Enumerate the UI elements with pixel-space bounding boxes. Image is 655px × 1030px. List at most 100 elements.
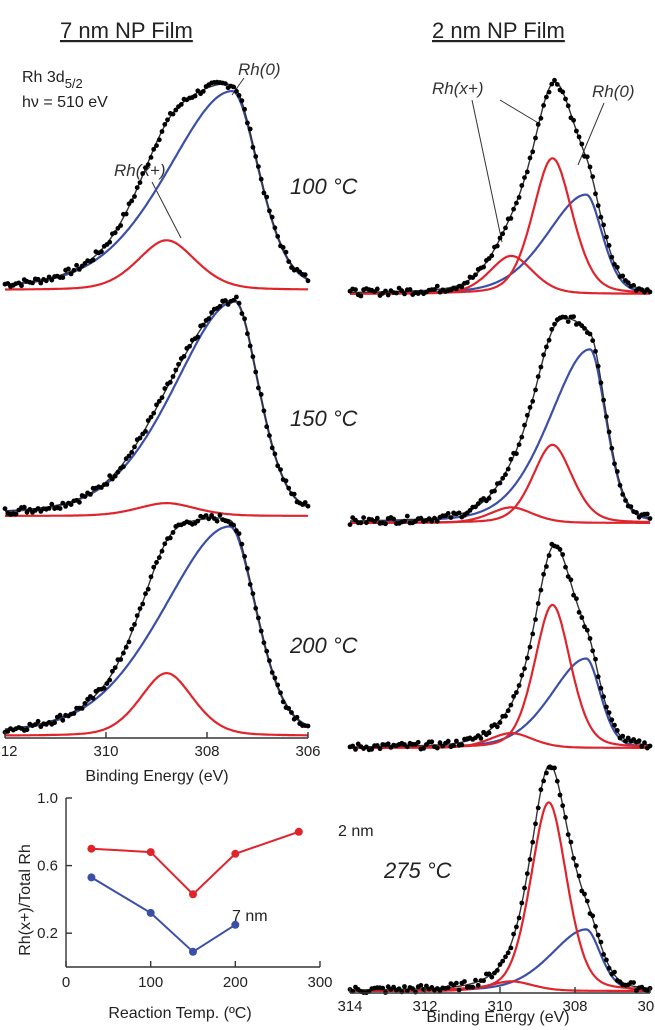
data-point — [560, 89, 566, 95]
data-point — [156, 398, 162, 404]
fraction-line — [91, 830, 300, 896]
data-point — [514, 451, 519, 457]
component-rh0-0 — [350, 348, 651, 523]
data-point — [434, 283, 440, 289]
data-point — [489, 253, 495, 259]
data-point — [253, 605, 259, 611]
data-point — [527, 155, 533, 161]
data-point — [535, 374, 541, 379]
data-point — [126, 453, 132, 459]
data-point — [195, 334, 201, 340]
fraction-x-title: Reaction Temp. (ºC) — [108, 1005, 251, 1022]
data-point — [492, 488, 497, 494]
data-point — [595, 932, 601, 938]
data-point — [527, 644, 533, 650]
data-point — [631, 980, 636, 985]
data-point — [604, 414, 609, 420]
data-point — [522, 422, 527, 428]
data-point — [565, 574, 571, 579]
data-point — [593, 656, 598, 662]
component-rh0-0 — [4, 89, 309, 286]
data-point — [535, 805, 541, 811]
data-point — [245, 120, 250, 126]
data-point — [134, 185, 140, 191]
data-point — [156, 555, 162, 560]
data-point — [620, 492, 626, 497]
data-point — [530, 149, 536, 155]
data-point — [609, 254, 615, 260]
data-point — [258, 392, 264, 397]
data-point — [46, 506, 52, 511]
data-point — [258, 628, 264, 634]
data-point — [533, 387, 538, 393]
data-point — [508, 945, 514, 951]
data-points — [347, 314, 653, 527]
data-point — [137, 180, 143, 186]
data-point — [49, 277, 55, 283]
data-point — [60, 500, 66, 506]
data-point — [598, 685, 604, 691]
legend-2nm: 2 nm — [338, 823, 374, 840]
data-point — [126, 639, 132, 645]
data-point — [609, 445, 615, 451]
data-point — [132, 622, 137, 627]
data-point — [214, 518, 220, 524]
data-point — [642, 740, 647, 746]
data-point — [544, 564, 549, 569]
data-point — [71, 711, 77, 716]
data-point — [261, 640, 267, 646]
data-point — [209, 310, 215, 315]
data-point — [223, 81, 228, 86]
data-point — [593, 348, 598, 354]
data-point — [620, 733, 626, 739]
data-points — [2, 79, 311, 289]
data-point — [614, 728, 620, 733]
data-point — [239, 311, 245, 316]
data-point — [129, 626, 135, 632]
data-point — [32, 722, 38, 727]
data-point — [541, 571, 546, 577]
data-point — [52, 720, 57, 726]
info-line2: hν = 510 eV — [22, 94, 108, 111]
data-point — [612, 969, 617, 975]
data-point — [156, 137, 162, 143]
data-point — [623, 738, 628, 744]
data-point — [112, 473, 118, 479]
data-point — [275, 234, 281, 239]
data-point — [107, 473, 113, 479]
data-point — [546, 89, 552, 95]
data-point — [159, 548, 165, 554]
data-point — [404, 744, 410, 750]
data-point — [505, 466, 511, 472]
data-point — [554, 82, 560, 87]
data-point — [383, 521, 388, 527]
data-point — [247, 126, 253, 132]
data-point — [181, 354, 187, 359]
tick-label: 308 — [562, 998, 587, 1015]
data-point — [565, 103, 571, 109]
fit-envelope — [4, 517, 309, 730]
data-point — [129, 198, 135, 204]
data-point — [595, 363, 601, 369]
data-point — [538, 364, 544, 370]
data-point — [571, 117, 576, 123]
data-point — [546, 553, 552, 558]
data-point — [462, 979, 467, 984]
data-point — [283, 478, 289, 484]
data-point — [167, 379, 173, 385]
data-point — [524, 655, 530, 661]
data-point — [612, 461, 617, 467]
data-point — [278, 690, 283, 696]
data-point — [593, 191, 598, 197]
data-point — [486, 730, 492, 736]
data-point — [418, 983, 424, 988]
fraction-x-tick-label: 200 — [223, 974, 248, 991]
data-point — [77, 499, 82, 505]
label-rhx-left: Rh(x+) — [114, 161, 165, 180]
data-point — [524, 412, 530, 418]
data-point — [173, 367, 179, 373]
data-point — [60, 275, 66, 280]
data-point — [500, 475, 506, 481]
data-point — [494, 243, 500, 249]
component-rhx-1 — [5, 239, 308, 291]
